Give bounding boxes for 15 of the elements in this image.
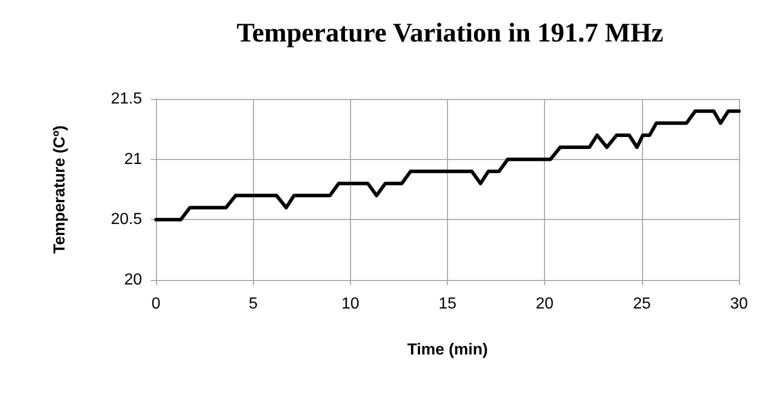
x-tick-label: 5 (248, 296, 258, 312)
chart-title: Temperature Variation in 191.7 MHz (236, 18, 664, 48)
x-tick-label: 0 (152, 296, 161, 312)
line-series (154, 109, 741, 222)
x-tick-label: 30 (730, 296, 748, 312)
x-axis-title: Time (min) (407, 342, 488, 358)
x-tick-label: 20 (536, 296, 554, 312)
x-tick-label: 15 (438, 296, 456, 312)
y-tick-label: 20.5 (110, 211, 142, 228)
y-tick-label: 21.5 (110, 90, 142, 108)
y-tick-label: 21 (124, 150, 142, 168)
x-tick-label: 25 (632, 296, 651, 312)
x-tick-label: 10 (341, 296, 360, 312)
y-axis-title: Temperature (Cº) (52, 125, 68, 254)
y-tick-label: 20 (124, 272, 142, 288)
